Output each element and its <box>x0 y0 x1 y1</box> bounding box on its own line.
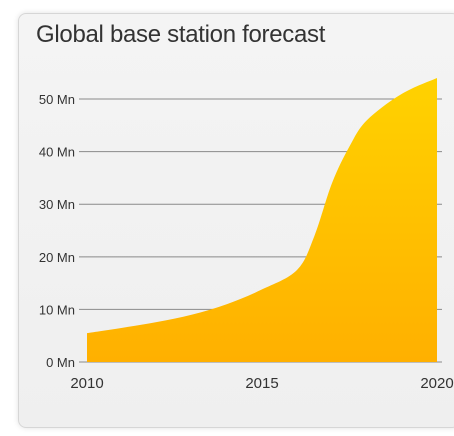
x-tick-label: 2010 <box>70 375 103 392</box>
area-series <box>87 78 437 362</box>
x-tick-label: 2015 <box>245 375 278 392</box>
y-tick-label: 40 Mn <box>39 145 75 160</box>
axis-layer: 0 Mn 10 Mn 20 Mn 30 Mn 40 Mn 50 Mn 2010 2015 202… <box>39 92 454 392</box>
chart-title: Global base station forecast <box>36 21 326 48</box>
y-tick-label: 20 Mn <box>39 250 75 265</box>
x-tick-label: 2020 <box>420 375 453 392</box>
area-layer <box>87 78 437 362</box>
y-tick-label: 30 Mn <box>39 197 75 212</box>
y-tick-label: 0 Mn <box>46 355 75 370</box>
y-tick-label: 10 Mn <box>39 302 75 317</box>
y-tick-label: 50 Mn <box>39 92 75 107</box>
